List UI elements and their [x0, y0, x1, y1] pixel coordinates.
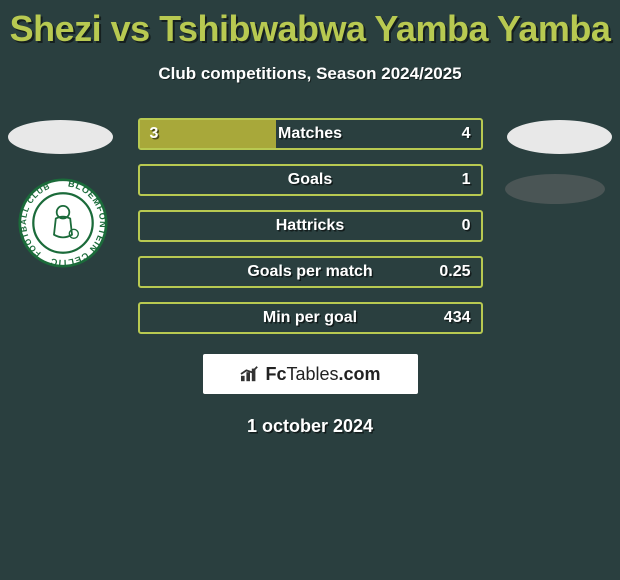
club-badge-icon: BLOEMFONTEIN CELTIC FOOTBALL CLUB — [18, 178, 108, 268]
club-logo-left: BLOEMFONTEIN CELTIC FOOTBALL CLUB — [18, 178, 108, 268]
stat-bar: Goals1 — [138, 164, 483, 196]
player-right-avatar — [507, 120, 612, 154]
stat-value-right: 4 — [462, 120, 471, 148]
stat-value-right: 0.25 — [439, 258, 470, 286]
stat-bar: Hattricks0 — [138, 210, 483, 242]
comparison-title: Shezi vs Tshibwabwa Yamba Yamba — [0, 0, 620, 50]
brand-badge: FcTables.com — [203, 354, 418, 394]
brand-text: FcTables.com — [265, 364, 380, 385]
stat-bar: Matches3 4 — [138, 118, 483, 150]
stat-value-right: 0 — [462, 212, 471, 240]
snapshot-date: 1 october 2024 — [0, 416, 620, 437]
comparison-content: BLOEMFONTEIN CELTIC FOOTBALL CLUB Matche… — [0, 118, 620, 437]
stat-bars: Matches3 4 Goals1 Hattricks0 Goals per match… — [138, 118, 483, 334]
chart-icon — [239, 365, 261, 383]
stat-label: Goals — [140, 166, 481, 194]
stat-label: Matches — [140, 120, 481, 148]
season-subtitle: Club competitions, Season 2024/2025 — [0, 64, 620, 84]
stat-label: Hattricks — [140, 212, 481, 240]
player-right-avatar-shadow — [505, 174, 605, 204]
stat-bar: Goals per match0.25 — [138, 256, 483, 288]
stat-label: Goals per match — [140, 258, 481, 286]
stat-value-right: 1 — [462, 166, 471, 194]
player-left-avatar — [8, 120, 113, 154]
stat-label: Min per goal — [140, 304, 481, 332]
stat-bar: Min per goal434 — [138, 302, 483, 334]
stat-value-left: 3 — [150, 120, 159, 148]
stat-value-right: 434 — [444, 304, 471, 332]
